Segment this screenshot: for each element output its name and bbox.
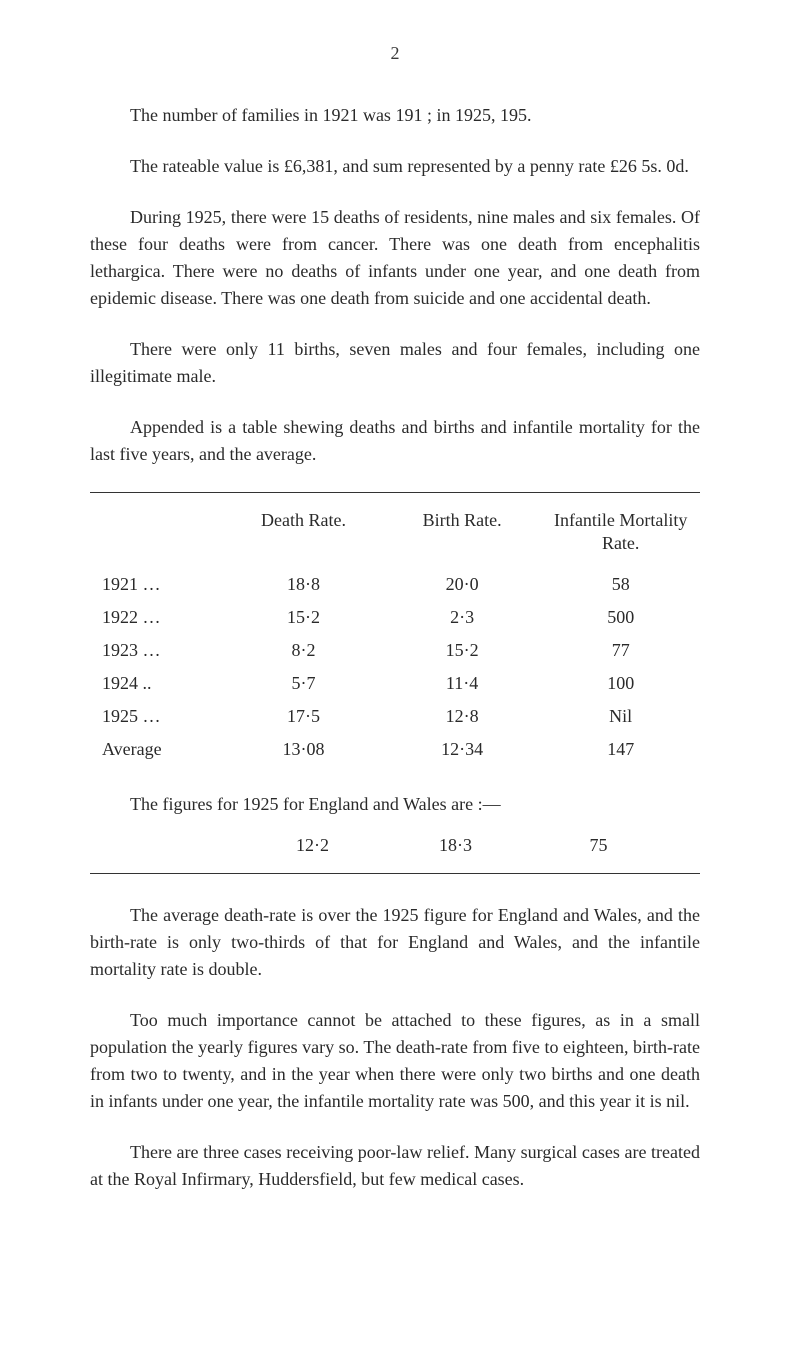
- cell-year: 1924 ..: [90, 667, 224, 700]
- cell-birth: 12·34: [383, 733, 542, 766]
- cell-infantile: Nil: [541, 700, 700, 733]
- summary-values-row: 12·2 18·3 75: [90, 832, 700, 859]
- cell-year: 1921 …: [90, 568, 224, 601]
- cell-infantile: 147: [541, 733, 700, 766]
- cell-birth: 15·2: [383, 634, 542, 667]
- england-wales-summary: The figures for 1925 for England and Wal…: [90, 791, 700, 859]
- document-page: 2 The number of families in 1921 was 191…: [0, 0, 800, 1257]
- paragraph-deaths-1925: During 1925, there were 15 deaths of res…: [90, 204, 700, 312]
- cell-death: 5·7: [224, 667, 383, 700]
- table-row: 1923 … 8·2 15·2 77: [90, 634, 700, 667]
- cell-birth: 20·0: [383, 568, 542, 601]
- table-header-row: Death Rate. Birth Rate. Infantile Mortal…: [90, 505, 700, 568]
- paragraph-families: The number of families in 1921 was 191 ;…: [90, 102, 700, 129]
- summary-death: 12·2: [241, 832, 384, 859]
- cell-year: 1923 …: [90, 634, 224, 667]
- summary-birth: 18·3: [384, 832, 527, 859]
- table-row: 1925 … 17·5 12·8 Nil: [90, 700, 700, 733]
- cell-death: 13·08: [224, 733, 383, 766]
- summary-infantile: 75: [527, 832, 670, 859]
- page-number: 2: [90, 40, 700, 67]
- header-infantile-mortality: Infantile Mortality Rate.: [541, 505, 700, 568]
- cell-infantile: 77: [541, 634, 700, 667]
- table-row: Average 13·08 12·34 147: [90, 733, 700, 766]
- header-year: [90, 505, 224, 568]
- cell-infantile: 500: [541, 601, 700, 634]
- header-death-rate: Death Rate.: [224, 505, 383, 568]
- horizontal-rule: [90, 873, 700, 874]
- table-row: 1924 .. 5·7 11·4 100: [90, 667, 700, 700]
- cell-infantile: 100: [541, 667, 700, 700]
- cell-year: 1922 …: [90, 601, 224, 634]
- paragraph-births: There were only 11 births, seven males a…: [90, 336, 700, 390]
- cell-birth: 2·3: [383, 601, 542, 634]
- paragraph-average-comparison: The average death-rate is over the 1925 …: [90, 902, 700, 983]
- table-row: 1921 … 18·8 20·0 58: [90, 568, 700, 601]
- cell-birth: 12·8: [383, 700, 542, 733]
- paragraph-rateable-value: The rateable value is £6,381, and sum re…: [90, 153, 700, 180]
- table-row: 1922 … 15·2 2·3 500: [90, 601, 700, 634]
- cell-death: 17·5: [224, 700, 383, 733]
- cell-death: 15·2: [224, 601, 383, 634]
- header-birth-rate: Birth Rate.: [383, 505, 542, 568]
- paragraph-table-intro: Appended is a table shewing deaths and b…: [90, 414, 700, 468]
- stats-table-container: Death Rate. Birth Rate. Infantile Mortal…: [90, 492, 700, 766]
- cell-year: Average: [90, 733, 224, 766]
- paragraph-poor-law: There are three cases receiving poor-law…: [90, 1139, 700, 1193]
- mortality-stats-table: Death Rate. Birth Rate. Infantile Mortal…: [90, 505, 700, 766]
- cell-death: 18·8: [224, 568, 383, 601]
- paragraph-importance: Too much importance cannot be attached t…: [90, 1007, 700, 1115]
- summary-intro: The figures for 1925 for England and Wal…: [90, 791, 700, 818]
- cell-birth: 11·4: [383, 667, 542, 700]
- cell-year: 1925 …: [90, 700, 224, 733]
- cell-infantile: 58: [541, 568, 700, 601]
- cell-death: 8·2: [224, 634, 383, 667]
